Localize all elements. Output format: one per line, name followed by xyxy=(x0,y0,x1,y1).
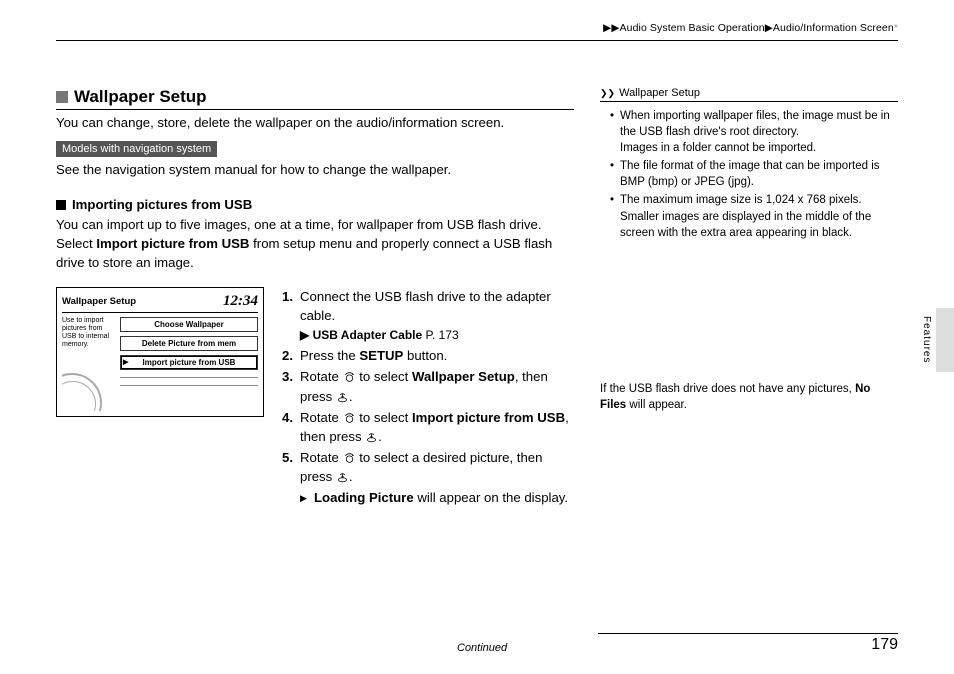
side-bullet-list: When importing wallpaper files, the imag… xyxy=(600,108,898,241)
main-column: Wallpaper Setup You can change, store, d… xyxy=(56,87,574,507)
breadcrumb-sep: ▶ xyxy=(765,22,773,34)
step-5-sub-rest: will appear on the display. xyxy=(414,490,568,505)
step-3-d: . xyxy=(349,389,353,404)
side-bullet-2: The file format of the image that can be… xyxy=(610,158,898,190)
press-button-icon xyxy=(365,430,378,443)
step-5-a: Rotate xyxy=(300,450,343,465)
step-5-sub: Loading Picture will appear on the displ… xyxy=(282,488,574,507)
device-dial-icon xyxy=(62,373,102,411)
breadcrumb: ▶▶Audio System Basic Operation▶Audio/Inf… xyxy=(56,22,898,34)
step-5-c: . xyxy=(349,469,353,484)
step-4: Rotate to select Import picture from USB… xyxy=(282,408,574,446)
device-menu: Choose Wallpaper Delete Picture from mem… xyxy=(120,317,258,411)
section-title: Wallpaper Setup xyxy=(56,87,574,110)
footer-divider xyxy=(598,633,898,634)
menu-item-delete: Delete Picture from mem xyxy=(120,336,258,351)
header-divider xyxy=(56,40,898,41)
step-3-b: to select xyxy=(356,369,412,384)
breadcrumb-prefix: ▶▶ xyxy=(603,22,619,34)
step-4-d: . xyxy=(378,429,382,444)
step-1-ref: ▶ USB Adapter Cable P. 173 xyxy=(282,327,574,344)
side-note-b: will appear. xyxy=(626,399,687,411)
ref-icon: ▶ xyxy=(300,328,309,342)
sub-body: You can import up to five images, one at… xyxy=(56,216,574,272)
sub-heading-text: Importing pictures from USB xyxy=(72,197,252,212)
side-column: ❯❯ Wallpaper Setup When importing wallpa… xyxy=(600,87,898,507)
section-marker-icon xyxy=(56,91,68,103)
device-clock: 12:34 xyxy=(223,293,258,310)
step-4-a: Rotate xyxy=(300,410,343,425)
side-bullet-2-text: The file format of the image that can be… xyxy=(620,160,880,188)
menu-item-import: Import picture from USB xyxy=(120,355,258,370)
side-bullet-3-text: The maximum image size is 1,024 x 768 pi… xyxy=(620,194,871,238)
breadcrumb-item-1: Audio System Basic Operation xyxy=(620,22,765,34)
step-3-bold: Wallpaper Setup xyxy=(412,369,515,384)
side-bullet-1-text: When importing wallpaper files, the imag… xyxy=(620,110,890,154)
side-note-a: If the USB flash drive does not have any… xyxy=(600,383,855,395)
side-title: ❯❯ Wallpaper Setup xyxy=(600,87,898,102)
menu-blank-line xyxy=(120,385,258,386)
steps-list: Connect the USB flash drive to the adapt… xyxy=(282,287,574,508)
step-3: Rotate to select Wallpaper Setup, then p… xyxy=(282,367,574,405)
step-3-a: Rotate xyxy=(300,369,343,384)
step-2-c: button. xyxy=(403,348,447,363)
section-title-text: Wallpaper Setup xyxy=(74,87,207,107)
step-1-text: Connect the USB flash drive to the adapt… xyxy=(300,289,551,323)
step-5: Rotate to select a desired picture, then… xyxy=(282,448,574,486)
step-2-bold: SETUP xyxy=(359,348,403,363)
menu-blank-line xyxy=(120,377,258,378)
step-4-b: to select xyxy=(356,410,412,425)
step-1: Connect the USB flash drive to the adapt… xyxy=(282,287,574,325)
side-bullet-1: When importing wallpaper files, the imag… xyxy=(610,108,898,156)
side-note: If the USB flash drive does not have any… xyxy=(600,381,898,413)
sub-marker-icon xyxy=(56,200,66,210)
step-5-sub-bold: Loading Picture xyxy=(314,490,414,505)
rotate-dial-icon xyxy=(343,411,356,424)
step-4-bold: Import picture from USB xyxy=(412,410,565,425)
page-number: 179 xyxy=(871,636,898,654)
intro-text: You can change, store, delete the wallpa… xyxy=(56,114,574,133)
step-2: Press the SETUP button. xyxy=(282,346,574,365)
step-2-a: Press the xyxy=(300,348,359,363)
press-button-icon xyxy=(336,470,349,483)
press-button-icon xyxy=(336,390,349,403)
sub-body-bold: Import picture from USB xyxy=(96,236,249,251)
side-bullet-3: The maximum image size is 1,024 x 768 pi… xyxy=(610,192,898,240)
model-tag: Models with navigation system xyxy=(56,141,217,157)
sub-heading: Importing pictures from USB xyxy=(56,197,574,212)
breadcrumb-star: * xyxy=(894,22,898,34)
footer-continued: Continued xyxy=(457,642,507,654)
device-side-text: Use to import pictures from USB to inter… xyxy=(62,317,116,411)
ref-page: P. 173 xyxy=(422,328,458,342)
side-title-icon: ❯❯ xyxy=(600,88,615,99)
ref-bold: USB Adapter Cable xyxy=(313,328,423,342)
menu-item-choose: Choose Wallpaper xyxy=(120,317,258,332)
side-tab-label: Features xyxy=(921,316,932,363)
footer: Continued 179 xyxy=(56,636,898,654)
side-title-text: Wallpaper Setup xyxy=(619,87,700,99)
device-side-text-content: Use to import pictures from USB to inter… xyxy=(62,317,109,348)
device-screenshot: Wallpaper Setup 12:34 Use to import pict… xyxy=(56,287,264,417)
tag-note: See the navigation system manual for how… xyxy=(56,161,574,180)
rotate-dial-icon xyxy=(343,451,356,464)
rotate-dial-icon xyxy=(343,370,356,383)
side-tab xyxy=(936,308,954,372)
device-title: Wallpaper Setup xyxy=(62,296,136,307)
breadcrumb-item-2: Audio/Information Screen xyxy=(773,22,894,34)
